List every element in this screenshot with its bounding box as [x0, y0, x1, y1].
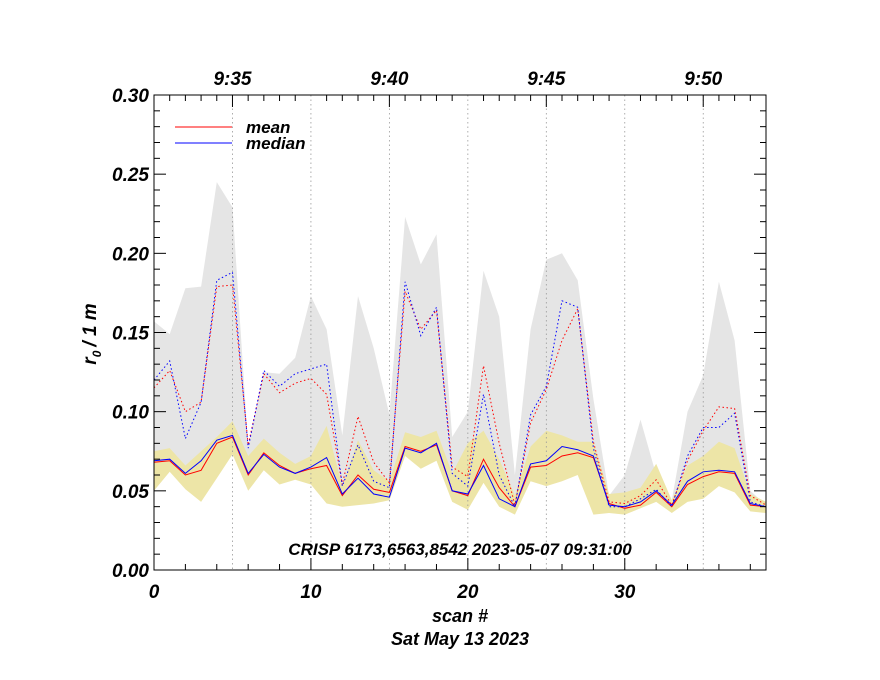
x-axis-label: scan # [432, 606, 488, 626]
y-tick-label-3: 0.15 [112, 324, 149, 345]
series-line-1 [153, 434, 767, 508]
y-tick-label-0: 0.00 [112, 561, 149, 582]
y-label-subscript: 0 [90, 350, 104, 357]
y-tick-label-4: 0.20 [112, 244, 149, 265]
date-label: Sat May 13 2023 [391, 629, 529, 649]
series-line-3 [153, 271, 767, 509]
time-tick-label-0: 9:35 [213, 69, 251, 90]
time-tick-label-3: 9:50 [684, 69, 722, 90]
y-label-r: r [80, 356, 101, 365]
svg-text:r0/ 1 m: r0 / 1 m [80, 303, 104, 364]
time-tick-label-1: 9:40 [370, 69, 408, 90]
series-line-2 [153, 284, 767, 507]
y-tick-label-2: 0.10 [112, 403, 149, 424]
y-axis-label: r0 / 1 m [80, 303, 104, 364]
axis-ticks: 0.00 0.05 0.10 0.15 0.20 0.25 0.30 0 10 20 30 9:35 9… [112, 69, 766, 603]
x-tick-label-1: 10 [300, 582, 322, 603]
y-tick-label-1: 0.05 [112, 482, 149, 503]
x-tick-label-2: 20 [456, 582, 479, 603]
legend: mean median [175, 118, 306, 153]
bands-layer [154, 182, 766, 515]
yellow-range-band [154, 421, 766, 515]
series-lines [153, 271, 767, 509]
y-tick-label-6: 0.30 [112, 86, 149, 107]
x-tick-label-0: 0 [149, 582, 160, 603]
y-label-units: / 1 m [80, 303, 101, 347]
x-tick-label-3: 30 [614, 582, 636, 603]
legend-median-label: median [246, 134, 306, 153]
y-tick-label-5: 0.25 [112, 165, 149, 186]
chart-annotation: CRISP 6173,6563,8542 2023-05-07 09:31:00 [288, 540, 632, 559]
legend-mean-label: mean [246, 118, 290, 137]
gray-range-band [154, 182, 766, 510]
time-tick-label-2: 9:45 [527, 69, 565, 90]
